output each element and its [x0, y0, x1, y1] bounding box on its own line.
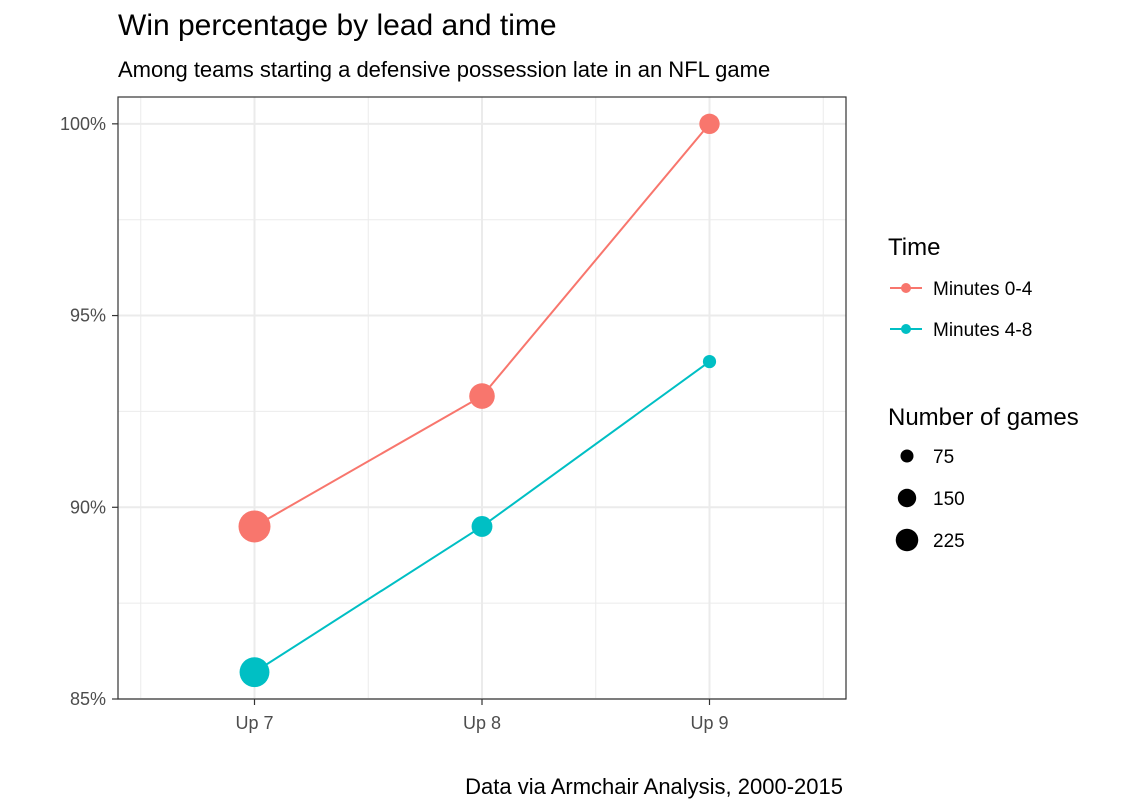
- legend-size-dot-2: [897, 488, 917, 508]
- legend-label-2: Minutes 4-8: [933, 320, 1032, 341]
- y-tick-label: 95%: [70, 306, 106, 326]
- x-tick-label: Up 8: [463, 713, 501, 733]
- y-tick-label: 100%: [60, 114, 106, 134]
- legend-size-label-2: 150: [933, 489, 965, 510]
- series-2-point-up-8: [471, 516, 493, 537]
- series-2-point-up-9: [702, 354, 717, 369]
- chart-title: Win percentage by lead and time: [118, 9, 557, 42]
- chart-subtitle: Among teams starting a defensive possess…: [118, 57, 770, 82]
- axes: 85% 90% 95% 100% Up 7 Up 8 Up 9: [60, 114, 729, 733]
- legend-size-dot-1: [900, 449, 914, 463]
- y-tick-label: 85%: [70, 689, 106, 709]
- legend-size-title: Number of games: [888, 404, 1079, 431]
- legend-size-keys: 75 150 225: [895, 447, 965, 552]
- legend-size-label-3: 225: [933, 531, 965, 552]
- legend-size-dot-3: [895, 528, 919, 552]
- legend-color-keys: Minutes 0-4 Minutes 4-8: [890, 279, 1033, 341]
- x-tick-label: Up 9: [690, 713, 728, 733]
- series-1-point-up-7: [238, 510, 271, 543]
- series-1-point-up-8: [469, 383, 495, 409]
- x-tick-label: Up 7: [235, 713, 273, 733]
- legend: Time Minutes 0-4 Minutes 4-8 Number of ga…: [888, 234, 1079, 552]
- series-1-point-up-9: [699, 113, 720, 135]
- chart-caption: Data via Armchair Analysis, 2000-2015: [465, 774, 843, 799]
- series-2-point-up-7: [239, 657, 270, 688]
- legend-color-title: Time: [888, 234, 940, 261]
- legend-size-label-1: 75: [933, 447, 954, 468]
- y-tick-label: 90%: [70, 497, 106, 517]
- legend-key-point-2: [901, 324, 911, 334]
- series: [238, 113, 720, 688]
- legend-label-1: Minutes 0-4: [933, 279, 1033, 300]
- legend-key-point-1: [901, 283, 911, 293]
